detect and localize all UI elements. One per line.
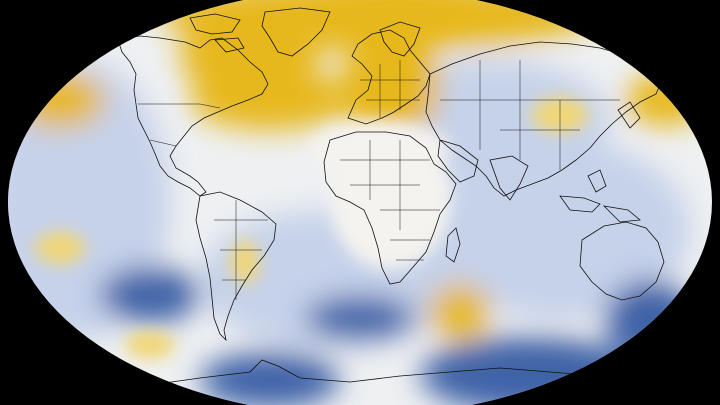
border-africa-north (340, 140, 440, 230)
border-usa-canada (138, 103, 221, 109)
anomaly-neutral-north-africa (310, 120, 450, 180)
coast-arabia (437, 139, 479, 183)
coast-europe (347, 29, 431, 125)
anomaly-warm-south-indian (430, 284, 490, 340)
coast-africa (323, 131, 457, 285)
anomaly-warm-europe (340, 30, 440, 140)
coast-japan (617, 101, 641, 129)
anomaly-warm-nw-pacific (625, 74, 705, 126)
coast-india (489, 155, 529, 201)
anomaly-warm-brazil-spot (231, 240, 259, 284)
anomaly-cool-antarctic-west (200, 352, 340, 405)
anomaly-warm-chile-spot (125, 331, 175, 359)
border-usa-mexico (149, 139, 177, 147)
country-borders (138, 60, 620, 300)
border-africa-south (390, 239, 430, 261)
coast-asia (425, 41, 663, 197)
anomaly-cool-indian (430, 140, 690, 320)
border-europe (360, 60, 420, 118)
border-south-america (214, 200, 268, 300)
anomaly-warm-east-pacific-spot (35, 232, 85, 264)
coast-australia (579, 221, 665, 301)
anomaly-warm-alaska-pacific (15, 72, 105, 128)
coast-arctic-islands (189, 13, 245, 53)
anomaly-cool-south-pacific (100, 267, 200, 323)
anomaly-cool-tasman (605, 280, 695, 360)
anomaly-warm-north-atlantic (190, 70, 350, 130)
coast-se-asia-islands (559, 169, 641, 223)
coast-scandinavia (379, 21, 421, 57)
coast-north-america (117, 35, 269, 197)
coast-greenland (261, 7, 331, 57)
anomaly-cool-pacific (8, 60, 170, 340)
anomaly-cool-south-atlantic-core (305, 296, 415, 340)
coast-south-america (195, 191, 277, 342)
anomaly-warm-siberia-core (335, 0, 455, 33)
coast-new-zealand (679, 283, 695, 317)
coast-madagascar (445, 227, 461, 263)
border-asia (440, 60, 620, 170)
